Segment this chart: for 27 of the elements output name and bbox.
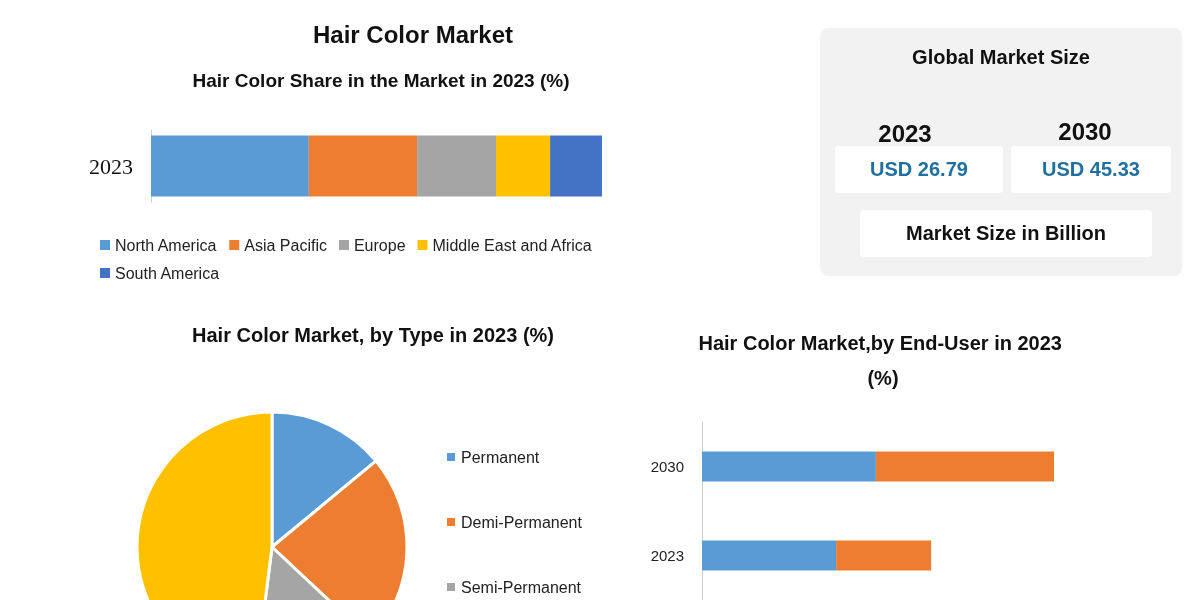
chart-subtitle: Hair Color Share in the Market in 2023 (%) — [192, 70, 570, 91]
bar — [875, 451, 1054, 482]
bar — [702, 540, 837, 571]
bar — [550, 135, 602, 197]
legend-label: Demi-Permanent — [461, 513, 583, 531]
text: 2023 — [877, 120, 933, 148]
chart-title: Hair Color Market, by Type in 2023 (%) — [192, 323, 554, 346]
text: USD 26.79 — [835, 146, 1003, 193]
legend-label: Permanent — [461, 448, 540, 466]
text: Global Market Size — [911, 46, 1091, 69]
bar — [702, 451, 876, 482]
bar — [836, 540, 932, 571]
legend-label: North America — [115, 236, 217, 254]
legend-label: Middle East and Africa — [432, 236, 592, 254]
bar — [151, 135, 309, 197]
legend-label: South America — [115, 264, 220, 282]
text: 2030 — [1057, 118, 1113, 146]
bar — [308, 135, 418, 197]
chart-title: Hair Color Market,by End-User in 2023 (%) — [698, 331, 1068, 389]
legend-label: Semi-Permanent — [461, 578, 582, 596]
bar — [417, 135, 497, 197]
legend-label: Europe — [353, 236, 406, 254]
chart-title: Hair Color Market — [312, 21, 514, 48]
bar — [496, 135, 551, 197]
text: Market Size in Billion — [860, 210, 1152, 257]
text: USD 45.33 — [1011, 146, 1171, 193]
legend-label: Asia Pacific — [244, 236, 327, 254]
